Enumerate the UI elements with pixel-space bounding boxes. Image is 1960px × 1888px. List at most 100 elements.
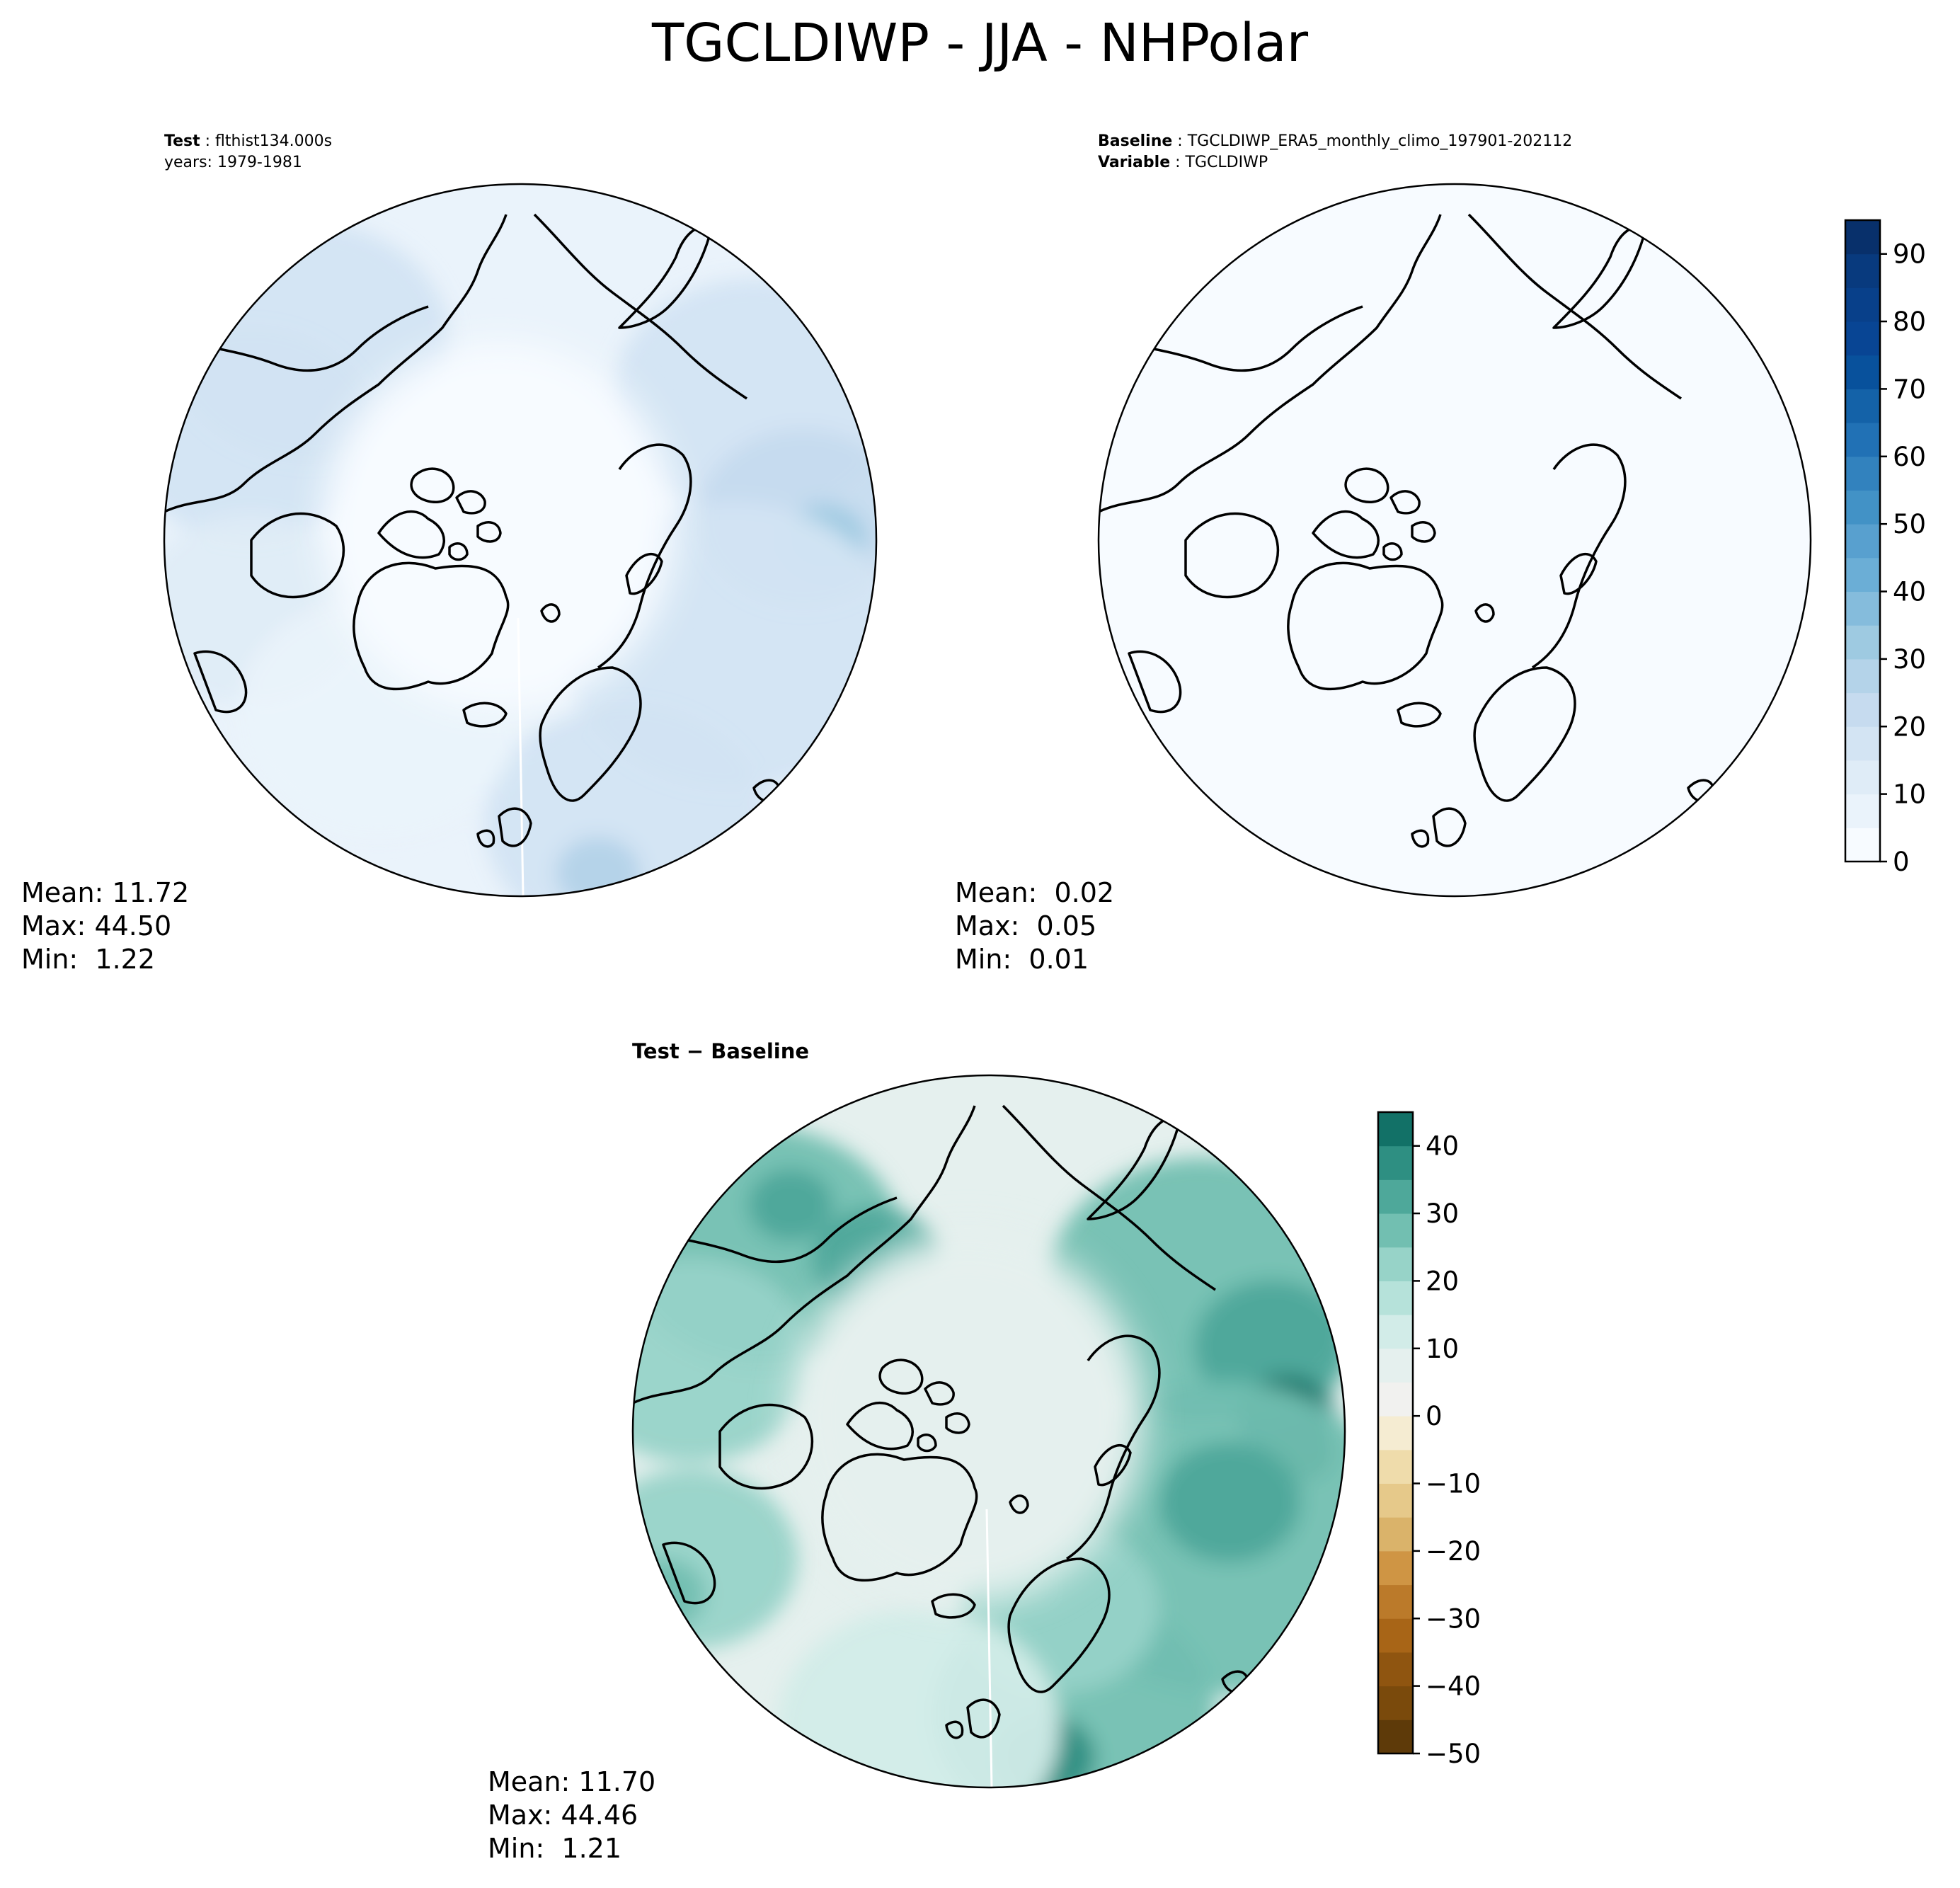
colorbar-test-baseline-tick-label-5: 50: [1893, 509, 1926, 539]
colorbar-diff-tick-label-9: 40: [1426, 1131, 1459, 1162]
colorbar-test-baseline-band-5: [1845, 658, 1880, 694]
colorbar-diff-tick-label-8: 30: [1426, 1198, 1459, 1229]
colorbar-test-baseline-tick-label-8: 80: [1893, 307, 1926, 337]
colorbar-diff-tick-label-0: −50: [1426, 1739, 1481, 1769]
map-diff: [631, 1074, 1346, 1789]
diff-min: Min: 1.21: [488, 1833, 621, 1864]
colorbar-test-baseline-band-3: [1845, 726, 1880, 761]
colorbar-test-baseline-band-0: [1845, 828, 1880, 862]
colorbar-test-baseline-tick-label-0: 0: [1893, 847, 1910, 877]
map-diff-contour-13: [633, 1558, 706, 1630]
map-test: [163, 183, 878, 898]
baseline-header: Baseline : TGCLDIWP_ERA5_monthly_climo_1…: [1098, 132, 1573, 171]
colorbar-test-baseline-tick-label-6: 60: [1893, 442, 1926, 472]
figure-title: TGCLDIWP - JJA - NHPolar: [651, 13, 1309, 74]
colorbar-diff-band-6: [1378, 1517, 1413, 1552]
colorbar-diff-band-0: [1378, 1720, 1413, 1754]
colorbar-test-baseline-band-4: [1845, 692, 1880, 727]
colorbar-diff-band-2: [1378, 1652, 1413, 1687]
map-baseline: [1097, 183, 1812, 898]
colorbar-test-baseline-band-16: [1845, 287, 1880, 322]
colorbar-test-baseline-band-6: [1845, 625, 1880, 660]
map-diff-contour-9: [1159, 1442, 1300, 1562]
baseline-label-value: TGCLDIWP_ERA5_monthly_climo_197901-20211…: [1187, 132, 1573, 150]
colorbar-test-baseline-tick-label-2: 20: [1893, 711, 1926, 742]
colorbar-diff-band-5: [1378, 1550, 1413, 1586]
diff-title: Test − Baseline: [632, 1039, 810, 1063]
colorbar-test-baseline-band-15: [1845, 321, 1880, 356]
baseline-variable-value: TGCLDIWP: [1185, 154, 1268, 171]
test-stats: Mean: 11.72 Max: 44.50 Min: 1.22: [21, 876, 189, 976]
colorbar-diff-band-14: [1378, 1247, 1413, 1281]
colorbar-diff-band-13: [1378, 1281, 1413, 1315]
map-diff-contour-5: [1194, 1280, 1345, 1413]
colorbar-test-baseline-band-13: [1845, 389, 1880, 423]
colorbar-diff-band-7: [1378, 1483, 1413, 1518]
test-min: Min: 1.22: [21, 944, 155, 975]
colorbars-layer: 0 10 20 30 40 50 60 70 80 90 −50 −40 −30 −20 −10 0 10 20 3…: [1377, 219, 1926, 1769]
colorbar-diff-band-15: [1378, 1213, 1413, 1248]
test-years: years: 1979-1981: [164, 154, 302, 171]
colorbar-diff-band-9: [1378, 1416, 1413, 1451]
colorbar-diff-band-4: [1378, 1584, 1413, 1619]
colorbar-diff-band-12: [1378, 1315, 1413, 1349]
colorbar-test-baseline-tick-label-1: 10: [1893, 779, 1926, 810]
colorbar-diff-band-1: [1378, 1686, 1413, 1720]
map-diff-contour-3: [748, 1169, 833, 1241]
diff-stats: Mean: 11.70 Max: 44.46 Min: 1.21: [488, 1766, 655, 1865]
baseline-mean: Mean: 0.02: [955, 877, 1115, 908]
map-diff-contour-15: [776, 1608, 1060, 1787]
baseline-label-key: Baseline: [1098, 132, 1173, 150]
colorbar-test-baseline-band-10: [1845, 490, 1880, 525]
colorbar-test-baseline-tick-label-4: 40: [1893, 577, 1926, 607]
baseline-max: Max: 0.05: [955, 910, 1097, 942]
map-baseline-background: [1099, 184, 1811, 896]
colorbar-test-baseline-band-8: [1845, 557, 1880, 593]
test-header: Test : flthist134.000s years: 1979-1981: [164, 132, 333, 171]
test-max: Max: 44.50: [21, 910, 172, 942]
colorbar-diff-tick-label-4: −10: [1426, 1469, 1481, 1499]
colorbar-diff-tick-label-3: −20: [1426, 1536, 1481, 1567]
map-diff-boundary: [631, 1074, 1346, 1789]
test-mean: Mean: 11.72: [21, 877, 190, 908]
colorbar-diff-tick-label-1: −40: [1426, 1671, 1481, 1702]
colorbar-diff-tick-label-7: 20: [1426, 1266, 1459, 1296]
colorbar-diff-band-11: [1378, 1348, 1413, 1383]
map-test-contour-6: [485, 703, 768, 896]
colorbar-diff-tick-label-6: 10: [1426, 1334, 1459, 1364]
test-label-key: Test: [164, 132, 200, 150]
colorbar-test-baseline-band-17: [1845, 253, 1880, 288]
map-test-seam: [517, 617, 525, 896]
colorbar-test-baseline-band-2: [1845, 760, 1880, 795]
colorbar-test-baseline: 0 10 20 30 40 50 60 70 80 90: [1844, 219, 1926, 877]
colorbar-test-baseline-tick-label-9: 90: [1893, 239, 1926, 270]
colorbar-diff-tick-label-2: −30: [1426, 1603, 1481, 1634]
test-label-value: flthist134.000s: [215, 132, 333, 150]
colorbar-test-baseline-band-12: [1845, 423, 1880, 457]
colorbar-test-baseline-band-1: [1845, 794, 1880, 828]
map-diff-contour-1: [633, 1258, 812, 1463]
colorbar-diff-frame: [1377, 1111, 1414, 1755]
diff-mean: Mean: 11.70: [488, 1766, 656, 1797]
baseline-min: Min: 0.01: [955, 944, 1089, 975]
colorbar-test-baseline-band-9: [1845, 524, 1880, 559]
colorbar-test-baseline-band-7: [1845, 591, 1880, 626]
diff-max: Max: 44.46: [488, 1800, 638, 1831]
colorbar-diff: −50 −40 −30 −20 −10 0 10 20 30 40: [1377, 1111, 1481, 1769]
maps-layer: [163, 183, 1812, 1789]
colorbar-diff-band-18: [1378, 1112, 1413, 1147]
map-diff-contour-12: [633, 1468, 798, 1649]
colorbar-diff-band-8: [1378, 1449, 1413, 1484]
map-diff-seam: [985, 1509, 993, 1787]
colorbar-diff-band-10: [1378, 1382, 1413, 1417]
map-test-boundary: [163, 183, 878, 898]
colorbar-test-baseline-tick-label-3: 30: [1893, 644, 1926, 675]
colorbar-diff-band-3: [1378, 1618, 1413, 1653]
colorbar-test-baseline-frame: [1844, 219, 1881, 863]
baseline-variable-key: Variable: [1098, 154, 1171, 171]
map-test-contour-7: [556, 837, 641, 896]
colorbar-test-baseline-tick-label-7: 70: [1893, 374, 1926, 404]
colorbar-test-baseline-band-18: [1845, 220, 1880, 255]
colorbar-test-baseline-band-11: [1845, 456, 1880, 491]
